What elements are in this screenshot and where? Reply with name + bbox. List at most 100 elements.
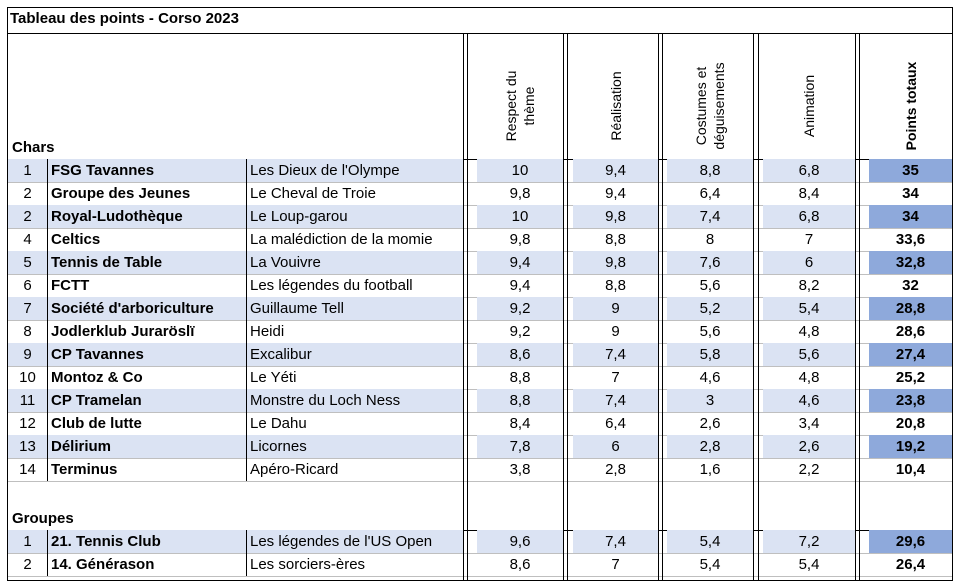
rank-cell: 14 xyxy=(19,461,36,478)
total-points-cell: 28,6 xyxy=(895,323,926,340)
costumes-score-cell: 5,4 xyxy=(699,533,721,550)
costumes-score-cell: 5,6 xyxy=(699,323,721,340)
theme-cell: Le Dahu xyxy=(250,415,307,432)
costumes-score-cell: 5,6 xyxy=(699,277,721,294)
animation-score-cell: 3,4 xyxy=(798,415,820,432)
rank-cell: 12 xyxy=(19,415,36,432)
respect-score-cell: 10 xyxy=(511,208,529,225)
theme-cell: Les sorciers-ères xyxy=(250,556,366,573)
total-points-cell: 34 xyxy=(902,185,919,202)
total-points-cell: 10,4 xyxy=(895,461,926,478)
group-name-cell: FSG Tavannes xyxy=(51,162,155,179)
costumes-score-cell: 5,2 xyxy=(699,300,721,317)
group-name-cell: Celtics xyxy=(51,231,101,248)
cell-divider xyxy=(246,182,247,205)
row-divider xyxy=(8,228,952,229)
theme-cell: La Vouivre xyxy=(250,254,321,271)
realisation-score-cell: 9,8 xyxy=(605,254,626,271)
animation-score-cell: 5,4 xyxy=(798,556,820,573)
table-row-band xyxy=(667,530,753,553)
respect-score-cell: 10 xyxy=(511,162,529,179)
cell-divider xyxy=(246,159,247,182)
costumes-score-cell: 4,6 xyxy=(699,369,721,386)
table-row-band xyxy=(573,251,658,274)
animation-score-cell: 4,6 xyxy=(798,392,820,409)
cell-divider xyxy=(246,458,247,481)
table-row-band xyxy=(8,530,463,553)
realisation-score-cell: 9 xyxy=(611,323,620,340)
respect-score-cell: 9,8 xyxy=(509,231,531,248)
respect-score-cell: 9,6 xyxy=(509,533,531,550)
group-name-cell: Montoz & Co xyxy=(51,369,143,386)
total-points-cell: 20,8 xyxy=(895,415,926,432)
total-points-cell: 32,8 xyxy=(895,254,926,271)
rank-cell: 11 xyxy=(19,392,36,409)
table-row-band xyxy=(573,159,658,182)
costumes-score-cell: 7,6 xyxy=(699,254,721,271)
realisation-score-cell: 7 xyxy=(611,556,620,573)
total-cell-highlight xyxy=(869,205,952,228)
animation-score-cell: 4,8 xyxy=(798,369,820,386)
table-row-band xyxy=(763,297,855,320)
costumes-score-cell: 8,8 xyxy=(699,162,721,179)
table-row-band xyxy=(763,435,855,458)
table-row-band xyxy=(667,205,753,228)
row-divider xyxy=(8,412,952,413)
rank-cell: 1 xyxy=(23,533,32,550)
group-name-cell: Club de lutte xyxy=(51,415,142,432)
total-cell-highlight xyxy=(869,435,952,458)
respect-score-cell: 8,8 xyxy=(509,392,531,409)
table-row-band xyxy=(573,530,658,553)
total-points-cell: 27,4 xyxy=(895,346,926,363)
cell-divider xyxy=(47,412,48,435)
cell-divider xyxy=(246,228,247,251)
cell-divider xyxy=(47,159,48,182)
total-cell-highlight xyxy=(869,389,952,412)
rank-cell: 10 xyxy=(19,369,36,386)
theme-cell: Excalibur xyxy=(250,346,312,363)
theme-cell: Le Yéti xyxy=(250,369,297,386)
realisation-score-cell: 8,8 xyxy=(605,231,626,248)
rank-cell: 5 xyxy=(23,254,32,271)
realisation-score-cell: 7 xyxy=(611,369,620,386)
column-divider xyxy=(463,33,464,580)
cell-divider xyxy=(47,343,48,366)
table-row-band xyxy=(667,159,753,182)
table-row-band xyxy=(8,389,463,412)
table-row-band xyxy=(8,159,463,182)
table-row-band xyxy=(763,389,855,412)
animation-score-cell: 6,8 xyxy=(798,162,820,179)
header-realisation: Réalisation xyxy=(607,71,624,141)
cell-divider xyxy=(246,274,247,297)
animation-score-cell: 2,6 xyxy=(798,438,820,455)
table-row-band xyxy=(477,389,563,412)
respect-score-cell: 3,8 xyxy=(509,461,531,478)
cell-divider xyxy=(47,530,48,553)
cell-divider xyxy=(246,553,247,576)
group-name-cell: 21. Tennis Club xyxy=(51,533,161,550)
theme-cell: Heidi xyxy=(250,323,285,340)
animation-score-cell: 5,4 xyxy=(798,300,820,317)
rank-cell: 6 xyxy=(23,277,32,294)
row-divider xyxy=(8,366,952,367)
costumes-score-cell: 6,4 xyxy=(699,185,721,202)
costumes-score-cell: 7,4 xyxy=(699,208,721,225)
total-cell-highlight xyxy=(869,159,952,182)
group-name-cell: CP Tavannes xyxy=(51,346,144,363)
rank-cell: 2 xyxy=(23,208,32,225)
cell-divider xyxy=(47,435,48,458)
table-row-band xyxy=(667,251,753,274)
header-points-totaux: Points totaux xyxy=(902,61,919,151)
total-cell-highlight xyxy=(869,297,952,320)
total-points-cell: 34 xyxy=(902,208,919,225)
total-points-cell: 35 xyxy=(902,162,919,179)
section-label: Chars xyxy=(12,139,55,156)
column-divider xyxy=(855,33,856,580)
total-points-cell: 32 xyxy=(902,277,919,294)
table-row-band xyxy=(477,435,563,458)
theme-cell: Apéro-Ricard xyxy=(250,461,339,478)
table-row-band xyxy=(477,205,563,228)
total-cell-highlight xyxy=(869,251,952,274)
group-name-cell: CP Tramelan xyxy=(51,392,142,409)
group-name-cell: Tennis de Table xyxy=(51,254,163,271)
